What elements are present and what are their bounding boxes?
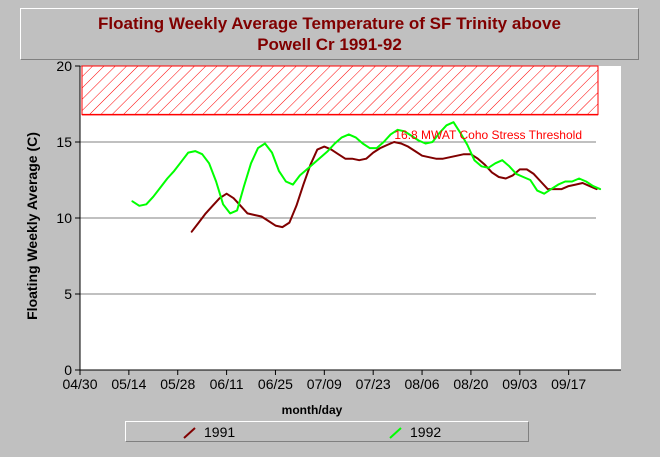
y-axis-label: Floating Weekly Average (C) (24, 132, 40, 320)
legend-label-1991: 1991 (204, 424, 236, 440)
chart-title-line-2: Powell Cr 1991-92 (257, 35, 402, 54)
y-tick-label-10: 10 (56, 210, 72, 226)
x-tick-label-07/09: 07/09 (307, 376, 342, 392)
legend: 1991 1992 (125, 421, 529, 442)
x-tick-label-06/11: 06/11 (210, 376, 244, 392)
y-tick-label-5: 5 (64, 286, 72, 302)
chart-title-box: Floating Weekly Average Temperature of S… (20, 8, 639, 60)
series-line-1991 (190, 141, 598, 233)
y-tick-label-20: 20 (56, 58, 72, 74)
x-tick-label-04/30: 04/30 (62, 376, 97, 392)
legend-label-1992: 1992 (410, 424, 442, 440)
x-tick-label-08/20: 08/20 (453, 376, 488, 392)
legend-swatch-1991 (183, 427, 196, 439)
y-tick-label-0: 0 (64, 362, 72, 378)
y-tick-label-15: 15 (56, 134, 72, 150)
series-line-1992 (131, 121, 602, 215)
x-tick-label-06/25: 06/25 (258, 376, 293, 392)
threshold-label: 16.8 MWAT Coho Stress Threshold (394, 128, 582, 142)
x-tick-label-05/28: 05/28 (160, 376, 195, 392)
x-tick-label-08/06: 08/06 (405, 376, 440, 392)
x-tick-label-07/23: 07/23 (356, 376, 391, 392)
x-tick-label-09/17: 09/17 (551, 376, 586, 392)
x-tick-label-05/14: 05/14 (111, 376, 146, 392)
legend-swatch-1992 (389, 427, 402, 439)
threshold-band (81, 65, 599, 116)
x-tick-label-09/03: 09/03 (502, 376, 537, 392)
chart-title-line-1: Floating Weekly Average Temperature of S… (98, 14, 561, 33)
x-axis-label: month/day (282, 403, 343, 417)
